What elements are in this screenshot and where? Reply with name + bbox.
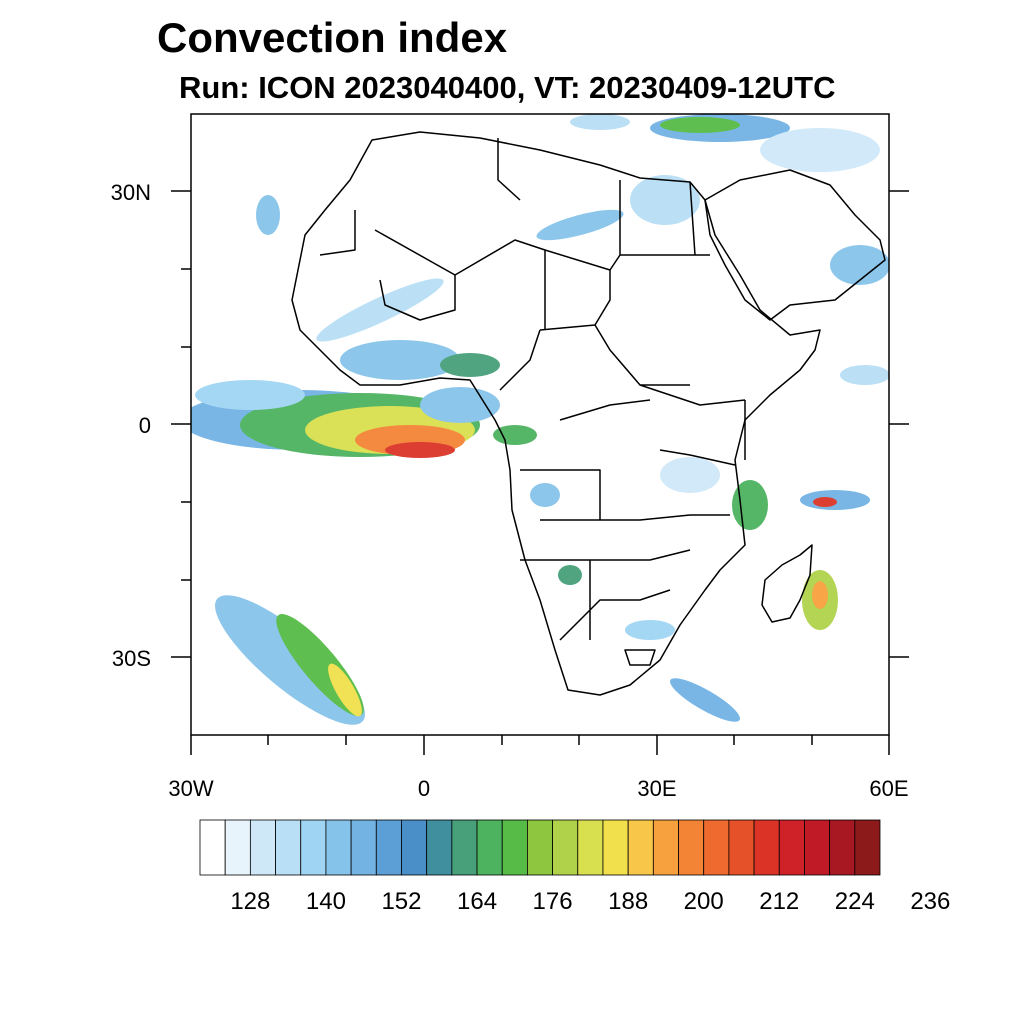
colorbar-box xyxy=(627,819,654,876)
colorbar-tick-label: 128 xyxy=(230,888,271,915)
map-subtitle: Run: ICON 2023040400, VT: 20230409-12UTC xyxy=(179,70,836,105)
colorbar-box xyxy=(552,819,579,876)
colorbar-box xyxy=(753,819,780,876)
colorbar-box xyxy=(275,819,302,876)
colorbar-boxes xyxy=(199,819,881,876)
colorbar-tick-label: 212 xyxy=(759,888,800,915)
colorbar-box xyxy=(602,819,629,876)
colorbar-box xyxy=(476,819,503,876)
lon-label-30e: 30E xyxy=(637,776,677,801)
colorbar-box xyxy=(652,819,679,876)
colorbar-tick-label: 176 xyxy=(532,888,573,915)
colorbar-tick-label: 236 xyxy=(910,888,951,915)
colorbar-tick-label: 140 xyxy=(305,888,346,915)
lon-label-60e: 60E xyxy=(869,776,909,801)
colorbar-box xyxy=(401,819,428,876)
colorbar-box xyxy=(350,819,377,876)
colorbar-box xyxy=(703,819,730,876)
colorbar-box xyxy=(854,819,881,876)
colorbar-box xyxy=(678,819,705,876)
map-plot-area xyxy=(191,114,889,725)
lon-label-0: 0 xyxy=(417,776,431,801)
lat-label-30n: 30N xyxy=(110,180,151,205)
colorbar-box xyxy=(527,819,553,876)
colorbar-box xyxy=(804,819,831,876)
coastlines-and-borders xyxy=(291,131,886,696)
colorbar-box xyxy=(778,819,805,876)
colorbar-box xyxy=(829,819,856,876)
axis-ticks xyxy=(171,190,909,755)
colorbar-tick-label: 152 xyxy=(381,888,422,915)
lon-label-30w: 30W xyxy=(168,776,214,801)
lat-label-30s: 30S xyxy=(111,646,151,671)
colorbar-box xyxy=(728,819,755,876)
lat-label-equator: 0 xyxy=(138,413,151,438)
colorbar-box xyxy=(375,819,402,876)
colorbar-box xyxy=(501,819,528,876)
colorbar-box xyxy=(300,819,327,876)
colorbar-tick-label: 200 xyxy=(683,888,724,915)
colorbar-box xyxy=(426,819,453,876)
colorbar-box xyxy=(249,819,276,876)
border-lines xyxy=(319,138,746,666)
africa-coastline xyxy=(291,131,821,696)
convection-field xyxy=(191,114,889,725)
colorbar-tick-label: 224 xyxy=(834,888,875,915)
colorbar-box xyxy=(199,819,226,876)
colorbar-tick-label: 188 xyxy=(608,888,649,915)
colorbar-box xyxy=(451,819,478,876)
colorbar-box xyxy=(325,819,352,876)
map-title: Convection index xyxy=(157,14,508,61)
colorbar-box xyxy=(577,819,604,876)
colorbar-box xyxy=(224,819,251,876)
colorbar-tick-label: 164 xyxy=(457,888,498,915)
madagascar-coastline xyxy=(761,544,813,623)
arabia-coastline xyxy=(704,169,886,321)
